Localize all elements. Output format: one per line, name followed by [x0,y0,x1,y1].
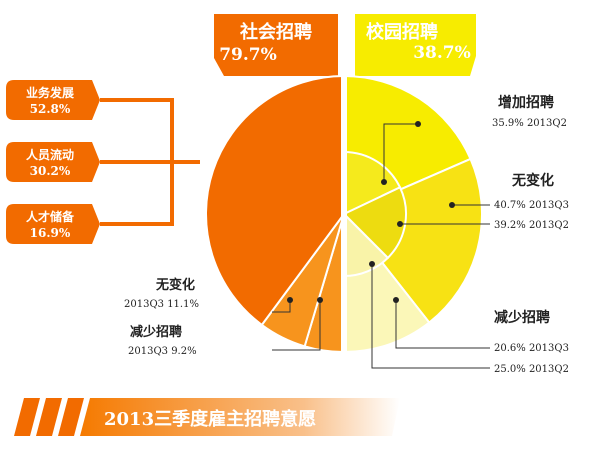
right-group-label-0: 增加招聘 [498,94,554,111]
breakdown-value-2: 16.9% [30,226,71,240]
left-header-value: 79.7% [219,45,277,65]
breakdown-label-0: 业务发展 [26,85,74,100]
left-header-shape [214,14,338,76]
left-slice-label-1: 减少招聘 [130,324,182,340]
leader-dots [287,121,455,303]
breakdown-label-2: 人才储备 [26,209,75,224]
breakdown-value-0: 52.8% [30,102,71,116]
breakdown-tag-0: 业务发展 52.8% [6,80,100,120]
left-header-label: 社会招聘 [240,21,312,43]
right-inner-increase [343,150,402,216]
pie [205,72,483,356]
left-slice-label-0: 无变化 [155,277,195,293]
right-group-label-2: 减少招聘 [494,309,550,326]
right-item-2-0: 20.6% 2013Q3 [494,343,569,354]
breakdown-bracket [100,98,200,226]
breakdown-label-1: 人员流动 [26,147,74,162]
right-header-tag: 校园招聘 38.7% [355,14,476,76]
left-slice-main [205,74,345,327]
left-slice-detail-1: 2013Q3 9.2% [128,346,197,357]
breakdown-tag-2: 人才储备 16.9% [6,204,100,244]
left-header-tag: 社会招聘 79.7% [214,14,338,76]
right-item-1-1: 39.2% 2013Q2 [494,220,569,231]
right-header-value: 38.7% [413,43,471,63]
breakdown-tag-1: 人员流动 30.2% [6,142,100,182]
right-item-1-0: 40.7% 2013Q3 [494,200,569,211]
title-banner: 2013三季度雇主招聘意愿 [14,398,400,436]
right-header-shape [355,14,476,76]
left-slice-detail-0: 2013Q3 11.1% [124,299,199,310]
breakdown-value-1: 30.2% [30,164,71,178]
right-group-label-1: 无变化 [511,172,554,189]
chart-title: 2013三季度雇主招聘意愿 [104,408,316,430]
right-header-label: 校园招聘 [366,21,438,43]
leaders [272,123,490,369]
right-item-0-0: 35.9% 2013Q2 [492,118,567,129]
right-item-2-1: 25.0% 2013Q2 [494,364,569,375]
right-inner-nochange [342,186,407,260]
